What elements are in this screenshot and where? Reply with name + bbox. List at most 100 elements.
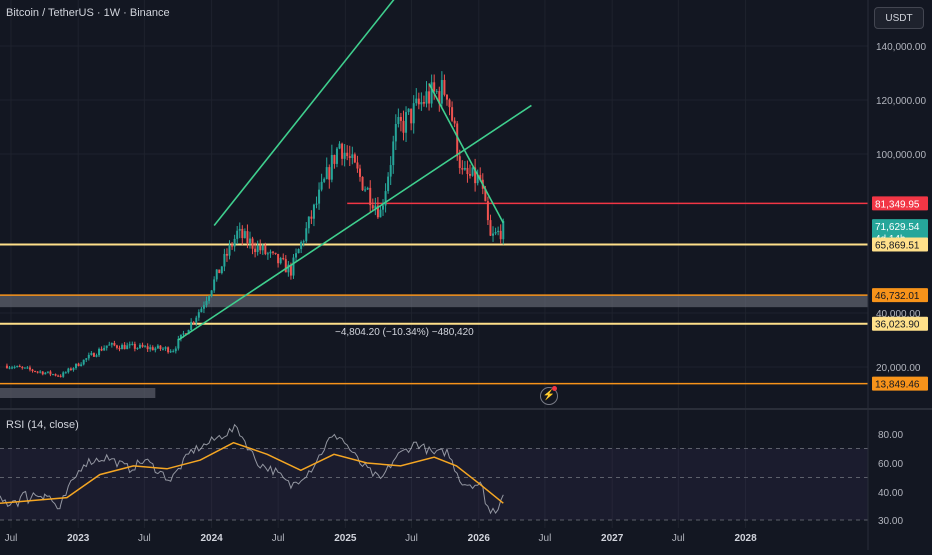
candle-up: [202, 305, 205, 309]
candle-down: [36, 371, 39, 373]
candle-down: [353, 154, 356, 163]
candle-up: [126, 345, 129, 350]
candle-up: [210, 290, 213, 297]
candle-up: [215, 269, 218, 280]
candles-layer: [5, 71, 505, 378]
candle-up: [261, 245, 264, 251]
candle-down: [376, 205, 379, 218]
candle-down: [192, 321, 195, 323]
trendlines-layer: [177, 0, 532, 341]
candle-up: [236, 230, 239, 239]
candle-up: [177, 338, 180, 349]
candle-up: [287, 264, 290, 273]
candle-down: [21, 367, 24, 369]
candle-up: [95, 355, 98, 357]
candle-down: [410, 108, 413, 124]
candle-up: [105, 345, 108, 348]
candle-up: [8, 367, 11, 369]
candle-up: [312, 204, 315, 219]
candle-up: [156, 345, 159, 349]
candle-down: [402, 120, 405, 133]
candle-up: [179, 334, 182, 339]
candle-up: [131, 343, 134, 345]
candle-up: [318, 189, 321, 204]
rsi-tick-label: 80.00: [878, 430, 903, 441]
candle-up: [136, 347, 139, 349]
candle-up: [389, 165, 392, 177]
candle-up: [320, 181, 323, 190]
candle-down: [272, 251, 275, 253]
candle-down: [59, 375, 62, 377]
zones-layer: [0, 295, 868, 398]
candle-up: [412, 103, 415, 124]
candle-up: [323, 178, 326, 182]
candle-up: [497, 230, 500, 232]
candle-up: [387, 176, 390, 192]
candle-down: [69, 368, 72, 371]
candle-up: [302, 241, 305, 243]
candle-up: [295, 253, 298, 258]
rsi-band-fill: [0, 448, 868, 520]
candle-up: [379, 209, 382, 218]
candle-up: [220, 266, 223, 274]
candle-up: [103, 347, 106, 351]
price-label: 46,732.01: [875, 291, 920, 302]
candle-up: [374, 205, 377, 209]
trendline: [177, 104, 532, 341]
candle-down: [225, 253, 228, 256]
candle-up: [407, 108, 410, 113]
candle-down: [31, 369, 34, 371]
candle-down: [474, 167, 477, 184]
price-label: 81,349.95: [875, 199, 920, 210]
candle-up: [338, 143, 341, 149]
x-tick-label: 2026: [468, 533, 491, 544]
grid-layer: [0, 0, 868, 528]
candle-up: [172, 351, 175, 353]
candle-down: [231, 244, 234, 247]
chart-title: Bitcoin / TetherUS · 1W · Binance: [6, 7, 170, 19]
candle-up: [110, 343, 113, 345]
candle-up: [405, 112, 408, 133]
candle-up: [471, 167, 474, 176]
candle-down: [428, 91, 431, 104]
candle-down: [34, 370, 37, 372]
candle-up: [223, 253, 226, 267]
candle-up: [44, 372, 47, 375]
candle-up: [256, 245, 259, 253]
candle-up: [154, 348, 157, 351]
candle-down: [443, 80, 446, 95]
price-label-box: [872, 196, 928, 211]
currency-button[interactable]: USDT: [874, 7, 924, 29]
candle-down: [113, 343, 116, 346]
candle-up: [430, 82, 433, 104]
candle-down: [486, 201, 489, 221]
candle-down: [254, 248, 257, 253]
candle-up: [297, 249, 300, 254]
candle-up: [80, 364, 83, 367]
candle-down: [356, 162, 359, 169]
candle-up: [90, 353, 93, 355]
candle-up: [494, 231, 497, 234]
candle-down: [468, 174, 471, 176]
candle-down: [5, 365, 8, 369]
candle-up: [463, 167, 466, 170]
x-tick-label: 2028: [734, 533, 757, 544]
candle-down: [246, 231, 249, 244]
candle-up: [307, 216, 310, 229]
candle-up: [182, 333, 185, 335]
candle-down: [371, 205, 374, 209]
rsi-tick-label: 30.00: [878, 516, 903, 527]
price-axis-panel[interactable]: [868, 0, 932, 550]
candle-up: [149, 347, 152, 350]
candle-down: [499, 230, 502, 240]
x-tick-label: 2024: [200, 533, 223, 544]
candle-down: [448, 99, 451, 108]
candle-down: [438, 91, 441, 104]
candle-up: [121, 344, 124, 350]
rsi-tick-label: 60.00: [878, 459, 903, 470]
candle-up: [300, 242, 303, 250]
price-label: 71,629.54: [875, 222, 920, 233]
lightning-icon[interactable]: ⚡: [540, 387, 558, 405]
